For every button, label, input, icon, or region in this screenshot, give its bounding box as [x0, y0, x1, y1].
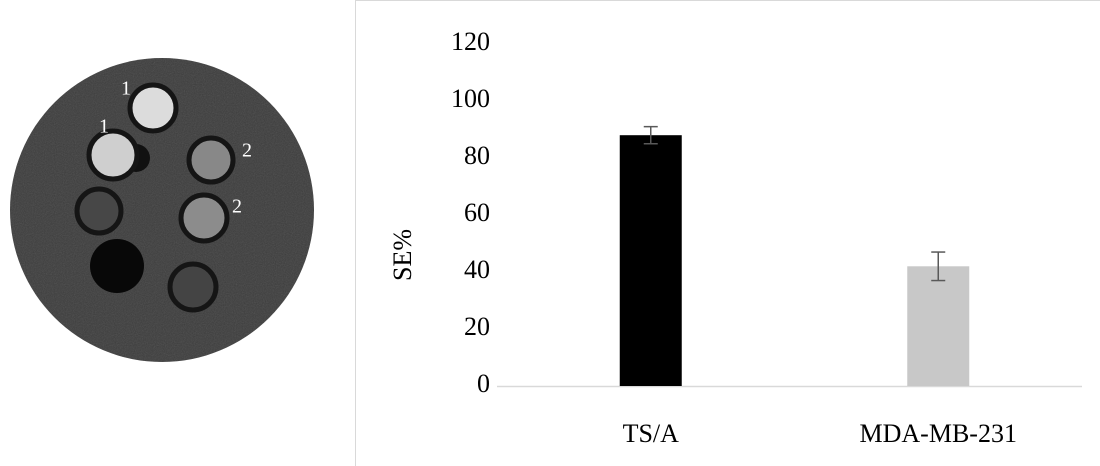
y-axis-label: SE% — [388, 229, 417, 281]
y-tick-label: 40 — [464, 255, 490, 284]
figure: 1 1 2 2 SE% 0 20 40 60 80 100 120 TS/A MDA-MB-23… — [0, 0, 1100, 466]
sample — [77, 189, 121, 233]
sample — [130, 85, 176, 131]
sample — [89, 131, 137, 179]
sample-label: 2 — [232, 196, 242, 218]
x-tick-label: MDA-MB-231 — [860, 419, 1017, 448]
phantom-image: 1 1 2 2 — [10, 58, 314, 362]
sample-label: 1 — [99, 116, 109, 138]
page: 1 1 2 2 SE% 0 20 40 60 80 100 120 TS/A MDA-MB-23… — [0, 0, 1100, 466]
y-tick-label: 20 — [464, 312, 490, 341]
y-tick-label: 100 — [451, 84, 490, 113]
y-tick-label: 120 — [451, 27, 490, 56]
bar — [620, 135, 682, 386]
x-tick-label: TS/A — [623, 419, 680, 448]
chart: SE% 0 20 40 60 80 100 120 TS/A MDA-MB-231 — [355, 0, 1100, 466]
sample — [181, 195, 227, 241]
y-tick-label: 60 — [464, 198, 490, 227]
sample-label: 2 — [242, 140, 252, 162]
y-tick-label: 0 — [477, 369, 490, 398]
sample — [90, 239, 144, 293]
sample — [189, 138, 233, 182]
sample — [170, 264, 216, 310]
y-tick-label: 80 — [464, 141, 490, 170]
sample-label: 1 — [121, 78, 131, 100]
bar — [907, 266, 969, 386]
